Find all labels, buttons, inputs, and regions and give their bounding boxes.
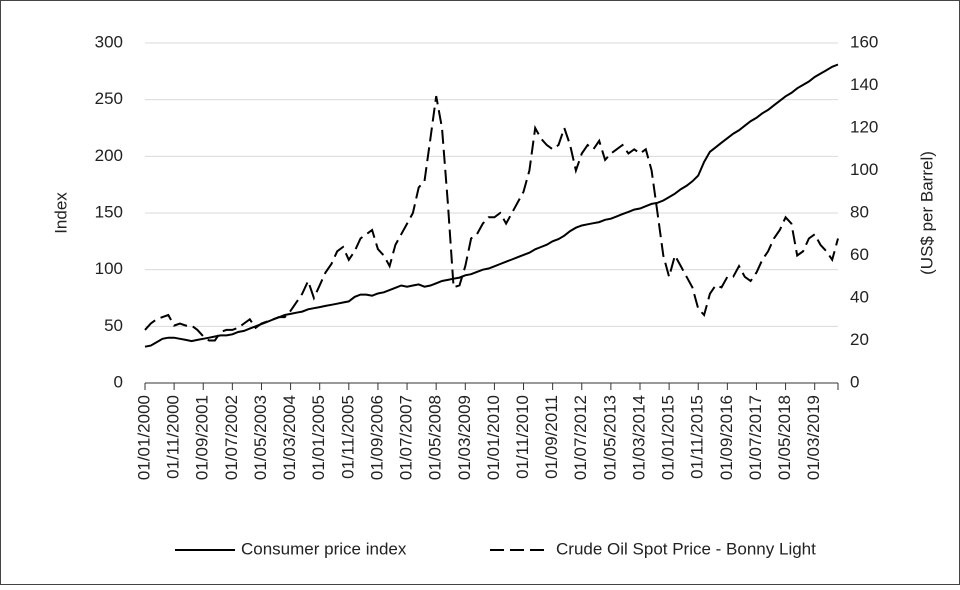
x-tick-label: 01/01/2000 [134, 395, 153, 480]
x-tick-label: 01/07/2012 [571, 395, 590, 480]
x-tick-label: 01/11/2005 [338, 395, 357, 479]
legend-label: Crude Oil Spot Price - Bonny Light [556, 539, 816, 558]
y-tick-label: 250 [95, 89, 123, 108]
x-tick-label: 01/11/2015 [688, 395, 707, 479]
x-tick-label: 01/05/2013 [600, 395, 619, 480]
y2-tick-label: 80 [850, 202, 869, 221]
x-tick-label: 01/11/2010 [513, 395, 532, 479]
y-tick-label: 0 [114, 372, 123, 391]
legend-label: Consumer price index [241, 539, 407, 558]
x-tick-label: 01/07/2007 [397, 395, 416, 480]
x-tick-label: 01/07/2002 [222, 395, 241, 480]
x-tick-label: 01/09/2016 [717, 395, 736, 480]
x-tick-label: 01/05/2003 [251, 395, 270, 480]
x-tick-label: 01/11/2000 [164, 395, 183, 479]
series-line [144, 95, 839, 342]
x-tick-label: 01/03/2014 [629, 395, 648, 480]
y-tick-label: 50 [104, 316, 123, 335]
y2-tick-label: 120 [850, 117, 878, 136]
y2-tick-label: 100 [850, 160, 878, 179]
x-tick-label: 01/01/2005 [309, 395, 328, 480]
x-tick-label: 01/07/2017 [746, 395, 765, 480]
y2-axis-label: (US$ per Barrel) [917, 151, 936, 275]
y2-tick-label: 140 [850, 75, 878, 94]
y-tick-label: 150 [95, 202, 123, 221]
y2-tick-label: 40 [850, 287, 869, 306]
y2-tick-label: 160 [850, 32, 878, 51]
y-axis-label: Index [51, 192, 70, 234]
x-tick-label: 01/01/2015 [659, 395, 678, 480]
x-tick-label: 01/01/2010 [484, 395, 503, 480]
x-tick-label: 01/05/2008 [426, 395, 445, 480]
y-tick-label: 200 [95, 146, 123, 165]
x-tick-label: 01/09/2001 [193, 395, 212, 480]
x-tick-label: 01/03/2019 [804, 395, 823, 480]
x-tick-label: 01/09/2006 [367, 395, 386, 480]
y2-tick-label: 60 [850, 245, 869, 264]
y-tick-label: 100 [95, 259, 123, 278]
y-tick-label: 300 [95, 32, 123, 51]
x-tick-label: 01/03/2009 [455, 395, 474, 480]
x-tick-label: 01/09/2011 [542, 395, 561, 479]
x-tick-label: 01/05/2018 [775, 395, 794, 480]
y2-tick-label: 20 [850, 330, 869, 349]
y2-tick-label: 0 [850, 372, 859, 391]
x-tick-label: 01/03/2004 [280, 395, 299, 480]
